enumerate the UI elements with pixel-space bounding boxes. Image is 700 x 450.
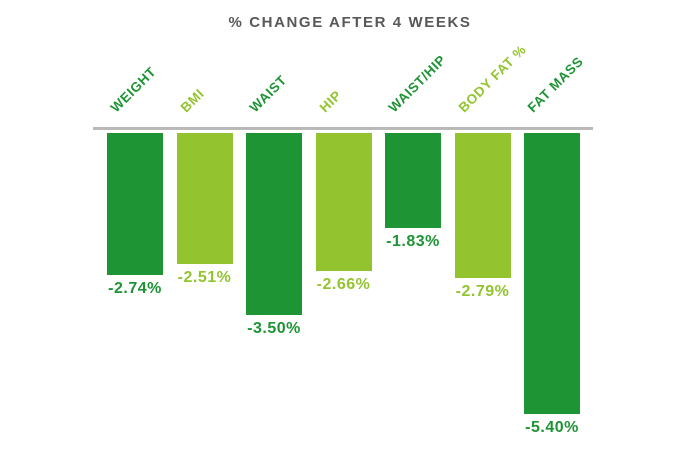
value-label-weight: -2.74%	[108, 280, 162, 297]
bar-hip	[315, 133, 372, 271]
bar-body-fat	[454, 133, 511, 278]
category-label-waist-hip: WAIST/HIP	[385, 52, 449, 116]
value-label-waist-hip: -1.83%	[386, 233, 440, 250]
bar-weight	[107, 133, 163, 275]
bar-waist-hip	[385, 133, 441, 228]
bar-bmi	[176, 133, 233, 264]
value-label-fat-mass: -5.40%	[525, 419, 579, 436]
category-label-bmi: BMI	[177, 85, 207, 116]
category-label-body-fat: BODY FAT %	[455, 41, 529, 116]
value-label-bmi: -2.51%	[177, 269, 232, 286]
category-label-hip: HIP	[316, 87, 344, 116]
value-label-waist: -3.50%	[247, 320, 301, 337]
value-label-body-fat: -2.79%	[455, 283, 510, 300]
value-label-hip: -2.66%	[316, 276, 371, 293]
chart-title: % CHANGE AFTER 4 WEEKS	[228, 14, 472, 31]
category-label-waist: WAIST	[246, 72, 290, 116]
bar-fat-mass	[524, 133, 580, 414]
bar-waist	[246, 133, 302, 315]
category-label-fat-mass: FAT MASS	[524, 53, 587, 116]
category-label-weight: WEIGHT	[107, 63, 160, 116]
x-axis-line	[93, 127, 593, 130]
